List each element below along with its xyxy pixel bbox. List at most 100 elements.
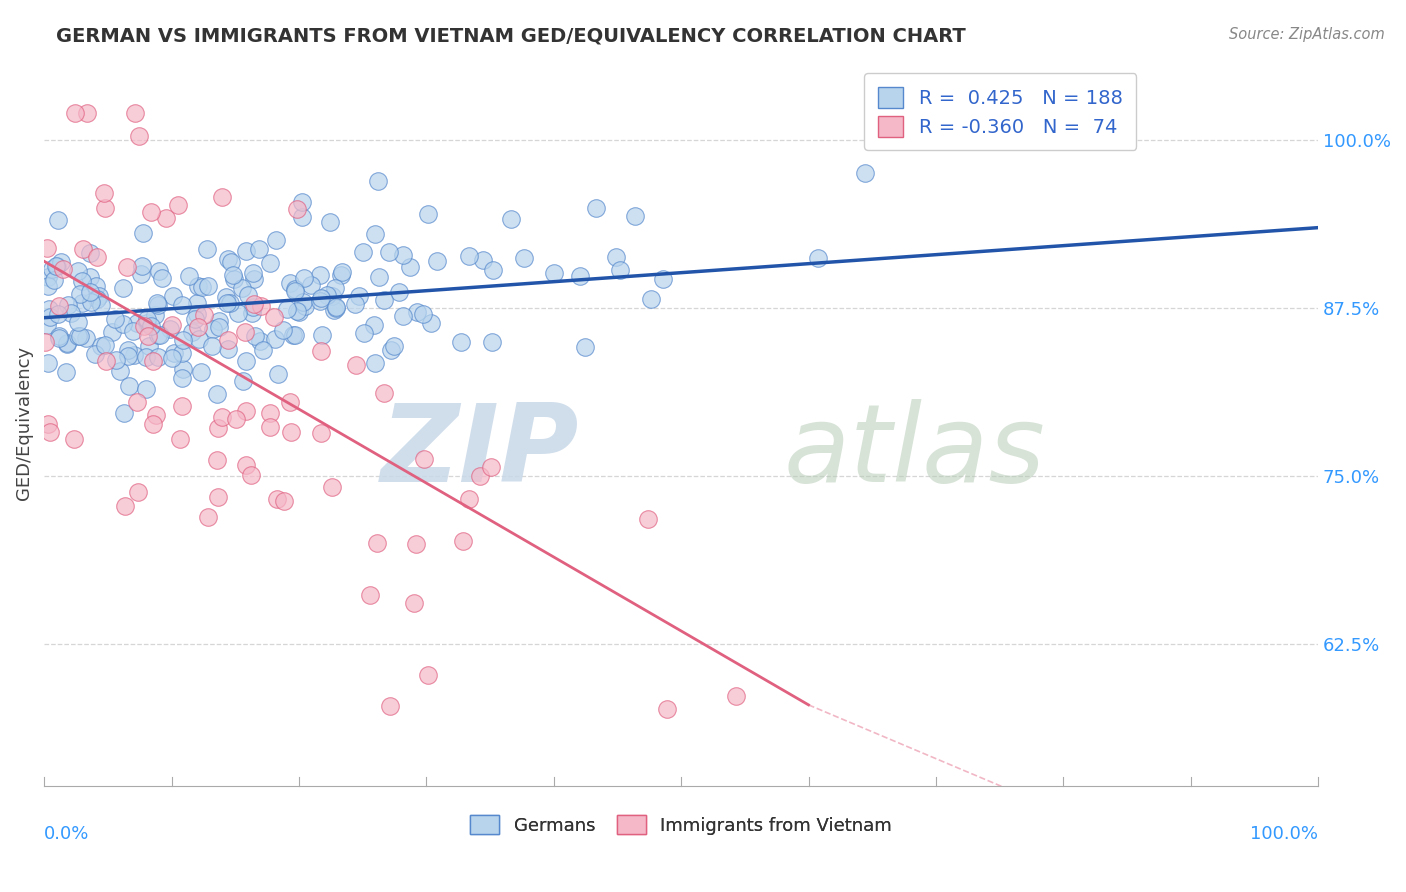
Point <box>322 303 344 318</box>
Point <box>124 106 146 120</box>
Point <box>259 406 281 420</box>
Point <box>321 480 343 494</box>
Point <box>215 296 238 310</box>
Point <box>186 307 208 321</box>
Point <box>280 425 302 439</box>
Point <box>37 269 59 284</box>
Point <box>163 346 186 360</box>
Point <box>499 212 522 227</box>
Point <box>76 106 98 120</box>
Point <box>451 534 474 549</box>
Point <box>481 335 503 350</box>
Point <box>162 289 184 303</box>
Point <box>378 245 401 260</box>
Point <box>458 249 481 263</box>
Point <box>309 425 332 440</box>
Point <box>48 331 70 345</box>
Point <box>388 285 411 299</box>
Point <box>207 421 229 435</box>
Point <box>217 252 239 267</box>
Point <box>285 202 308 216</box>
Point <box>139 205 162 219</box>
Point <box>568 269 591 284</box>
Point <box>117 260 139 275</box>
Text: 0.0%: 0.0% <box>44 825 90 844</box>
Point <box>93 186 115 201</box>
Point <box>114 499 136 513</box>
Point <box>232 374 254 388</box>
Point <box>263 310 285 324</box>
Point <box>349 288 371 302</box>
Point <box>177 268 200 283</box>
Point <box>233 325 256 339</box>
Point <box>574 340 596 354</box>
Point <box>86 292 108 306</box>
Point <box>187 320 209 334</box>
Point <box>70 295 93 310</box>
Point <box>222 268 245 283</box>
Point <box>38 302 60 317</box>
Point <box>104 311 127 326</box>
Point <box>482 263 505 277</box>
Point <box>284 284 307 298</box>
Y-axis label: GED/Equivalency: GED/Equivalency <box>15 345 32 500</box>
Point <box>110 364 132 378</box>
Point <box>44 273 66 287</box>
Point <box>264 332 287 346</box>
Point <box>291 210 314 224</box>
Point <box>315 287 337 301</box>
Point <box>513 251 536 265</box>
Point <box>172 361 194 376</box>
Point <box>148 264 170 278</box>
Point <box>139 319 162 334</box>
Point <box>207 490 229 504</box>
Legend: Germans, Immigrants from Vietnam: Germans, Immigrants from Vietnam <box>463 808 900 842</box>
Point <box>366 536 388 550</box>
Point <box>283 327 305 342</box>
Point <box>352 245 374 260</box>
Point <box>853 166 876 180</box>
Point <box>292 294 315 309</box>
Point <box>242 266 264 280</box>
Point <box>49 255 72 269</box>
Point <box>276 301 298 316</box>
Point <box>392 309 415 323</box>
Point <box>34 335 56 350</box>
Point <box>90 339 112 353</box>
Point <box>240 306 263 320</box>
Point <box>46 307 69 321</box>
Point <box>117 343 139 357</box>
Point <box>266 491 288 506</box>
Point <box>84 279 107 293</box>
Point <box>208 319 231 334</box>
Point <box>252 343 274 357</box>
Point <box>240 468 263 483</box>
Point <box>479 459 502 474</box>
Point <box>79 295 101 310</box>
Point <box>167 198 190 212</box>
Point <box>373 293 395 307</box>
Point <box>72 242 94 256</box>
Text: GERMAN VS IMMIGRANTS FROM VIETNAM GED/EQUIVALENCY CORRELATION CHART: GERMAN VS IMMIGRANTS FROM VIETNAM GED/EQ… <box>56 27 966 45</box>
Point <box>197 510 219 524</box>
Point <box>75 330 97 344</box>
Point <box>299 277 322 292</box>
Point <box>655 702 678 716</box>
Point <box>364 356 387 370</box>
Point <box>117 349 139 363</box>
Point <box>67 315 90 329</box>
Point <box>457 491 479 506</box>
Point <box>323 280 346 294</box>
Point <box>70 274 93 288</box>
Point <box>79 285 101 299</box>
Point <box>259 256 281 270</box>
Point <box>128 129 150 144</box>
Point <box>37 279 59 293</box>
Point <box>309 344 332 359</box>
Point <box>325 300 347 314</box>
Point <box>399 260 422 274</box>
Point <box>605 250 627 264</box>
Point <box>131 259 153 273</box>
Point <box>56 336 79 351</box>
Point <box>380 343 402 358</box>
